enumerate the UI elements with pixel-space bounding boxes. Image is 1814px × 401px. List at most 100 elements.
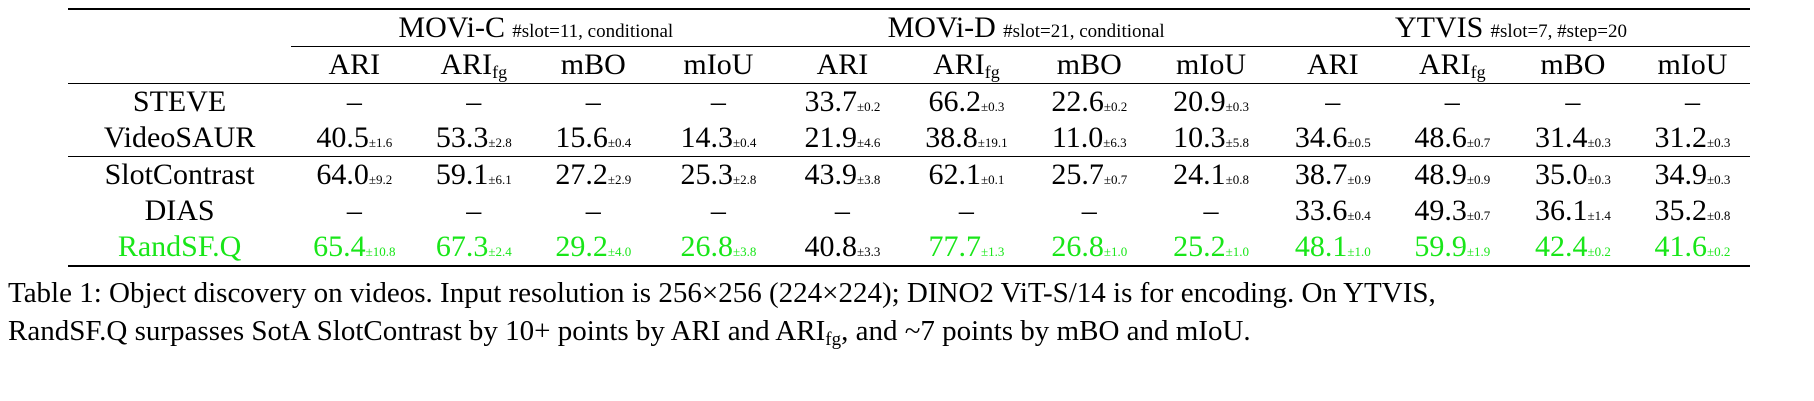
result-cell: 77.7±1.3 [904,229,1029,267]
result-value: – [466,194,482,227]
result-cell: – [780,193,904,229]
result-cell: 66.2±0.3 [904,83,1029,120]
result-value: 48.9 [1414,158,1467,191]
result-cell: – [1150,193,1272,229]
result-cell: – [1510,83,1635,120]
result-cell: 25.3±2.8 [656,156,781,193]
result-stddev: ±0.3 [1587,135,1611,150]
metric-name: mIoU [1176,48,1247,81]
result-stddev: ±0.2 [1587,244,1611,259]
result-cell: 59.1±6.1 [417,156,531,193]
result-value: – [1081,194,1097,227]
result-stddev: ±0.3 [1225,99,1249,114]
result-cell: 29.2±4.0 [530,229,657,267]
result-value: 24.1 [1173,158,1226,191]
metric-header: ARI [291,47,417,84]
result-cell: 22.6±0.2 [1028,83,1151,120]
dataset-note: #slot=7, #step=20 [1490,21,1628,42]
method-name: RandSF.Q [68,229,292,267]
caption-subscript: fg [825,329,842,350]
result-value: 35.0 [1534,158,1588,191]
table-row: SlotContrast 64.0±9.2 59.1±6.1 27.2±2.9 25.3… [68,156,1750,193]
result-value: 59.1 [435,158,489,191]
dataset-name: MOVi-D [887,11,996,44]
result-value: 48.1 [1294,230,1348,263]
metric-subscript: fg [492,61,508,82]
result-stddev: ±0.2 [1707,244,1731,259]
metric-header: mIoU [1150,47,1272,84]
result-stddev: ±6.3 [1103,135,1127,150]
caption-line-2: RandSF.Q surpasses SotA SlotContrast by … [8,312,1808,359]
result-cell: 59.9±1.9 [1393,229,1511,267]
result-stddev: ±0.7 [1466,135,1491,150]
result-value: 59.9 [1414,230,1467,263]
result-value: 21.9 [804,121,857,154]
metric-header: ARI [1272,47,1394,84]
result-stddev: ±19.1 [977,135,1008,150]
result-cell: 25.7±0.7 [1028,156,1151,193]
results-table: MOVi-C #slot=11, conditional MOVi-D #slo… [68,8,1750,267]
result-stddev: ±1.6 [368,135,393,150]
result-value: 62.1 [928,158,981,191]
result-cell: 33.6±0.4 [1272,193,1394,229]
metric-header: mIoU [656,47,780,84]
result-value: – [1203,194,1219,227]
result-cell: – [656,83,781,120]
result-cell: 38.8±19.1 [904,120,1028,157]
caption-text: , and ~7 points by mBO and mIoU. [841,315,1251,347]
result-value: 40.5 [316,121,369,154]
result-value: 49.3 [1414,194,1467,227]
result-stddev: ±0.4 [1347,208,1371,223]
result-value: 33.6 [1294,194,1348,227]
result-cell: – [417,193,530,229]
result-cell: 25.2±1.0 [1150,229,1272,267]
result-value: – [466,85,482,118]
result-cell: 48.6±0.7 [1394,120,1511,157]
result-value: 48.6 [1414,121,1467,154]
result-stddev: ±0.5 [1347,135,1371,150]
result-value: 10.3 [1173,121,1226,154]
result-stddev: ±1.0 [1103,244,1128,259]
result-stddev: ±10.8 [365,244,396,259]
result-value: – [1325,85,1341,118]
result-cell: 26.8±3.8 [656,229,781,267]
result-value: 42.4 [1534,230,1588,263]
metric-name: ARI [816,48,869,81]
result-cell: 24.1±0.8 [1150,156,1272,193]
result-value: 14.3 [680,121,733,154]
result-value: 22.6 [1051,85,1104,118]
result-cell: 35.2±0.8 [1635,193,1750,229]
result-value: – [710,85,726,118]
result-cell: 34.6±0.5 [1272,120,1394,157]
result-cell: – [904,193,1028,229]
result-cell: 67.3±2.4 [417,229,531,267]
result-value: – [1684,85,1700,118]
metric-header: ARI [780,47,904,84]
result-stddev: ±0.9 [1466,172,1491,187]
result-cell: – [1271,83,1394,120]
result-cell: 27.2±2.9 [530,156,657,193]
result-value: – [585,85,601,118]
result-cell: – [530,83,657,120]
metric-header: mBO [1028,47,1150,84]
result-cell: 21.9±4.6 [780,120,904,157]
table-caption: Table 1: Object discovery on videos. Inp… [8,274,1808,359]
result-value: – [346,194,362,227]
metric-name: ARI [328,48,381,81]
result-value: 34.9 [1654,158,1708,191]
result-stddev: ±0.2 [856,99,881,114]
result-value: 26.8 [1051,230,1104,263]
result-value: 27.2 [555,158,608,191]
result-stddev: ±3.3 [856,244,881,259]
result-cell: 14.3±0.4 [656,120,780,157]
result-stddev: ±1.3 [980,244,1005,259]
result-cell: 53.3±2.8 [417,120,530,157]
result-value: – [1444,85,1460,118]
result-cell: 35.0±0.3 [1510,156,1635,193]
result-cell: – [530,193,656,229]
result-value: 25.3 [680,158,733,191]
caption-text: RandSF.Q surpasses SotA SlotContrast by … [8,315,826,347]
result-cell: 31.4±0.3 [1511,120,1635,157]
result-stddev: ±0.2 [1103,99,1128,114]
result-stddev: ±0.1 [980,172,1005,187]
